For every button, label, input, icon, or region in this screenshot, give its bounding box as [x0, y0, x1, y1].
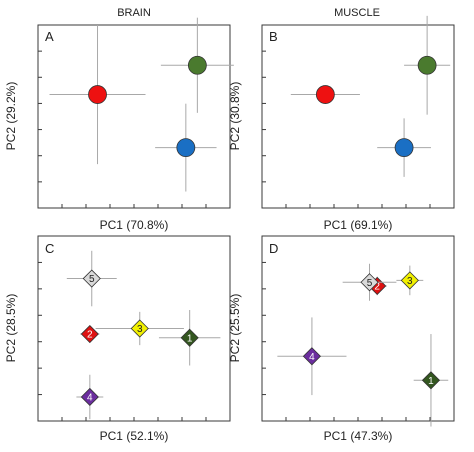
point-label: 1 [428, 376, 434, 387]
data-point: 5 [66, 250, 117, 307]
point-marker [82, 269, 101, 288]
panel-d-plot-area [261, 235, 455, 422]
point-label: 1 [187, 333, 193, 344]
point-marker [176, 138, 196, 158]
data-point: 3 [95, 311, 184, 346]
panel-b-x-axis-label: PC1 (69.1%) [324, 218, 393, 232]
point-marker [360, 273, 379, 292]
panel-a-axis-ticks [38, 50, 207, 208]
panel-a-points [49, 17, 234, 192]
panel-d-y-axis-label: PC2 (25.5%) [228, 294, 242, 363]
point-label: 5 [367, 278, 373, 289]
point-marker [400, 271, 419, 290]
panel-b-axis-ticks [262, 50, 431, 208]
point-label: 4 [87, 392, 93, 403]
point-marker [180, 328, 199, 347]
data-point [49, 25, 146, 165]
data-point: 1 [158, 310, 221, 366]
panel-c-x-axis-label: PC1 (52.1%) [100, 429, 169, 443]
point-label: 3 [137, 324, 143, 335]
point-marker [80, 324, 99, 344]
panel-c: 1 2 3 4 5 C PC1 (52.1%) PC2 (28.5%) [4, 235, 231, 443]
point-marker [80, 387, 99, 407]
point-label: 2 [87, 330, 93, 341]
data-point [290, 85, 360, 104]
data-point [404, 15, 451, 115]
panel-b-y-axis-label: PC2 (30.8%) [228, 82, 242, 151]
panel-a: A PC1 (70.8%) PC2 (29.2%) [4, 17, 234, 232]
data-point [155, 103, 217, 192]
panel-b-label: B [269, 29, 278, 44]
panel-d-points: 1 2 3 4 5 [277, 263, 449, 427]
point-marker [421, 371, 441, 390]
panel-d-x-axis-label: PC1 (47.3%) [324, 429, 393, 443]
data-point: 5 [342, 263, 397, 301]
data-point: 4 [277, 317, 347, 396]
point-label: 3 [407, 276, 413, 287]
panel-a-label: A [45, 29, 54, 44]
point-marker [315, 85, 335, 104]
point-label: 2 [374, 281, 380, 292]
point-marker [130, 319, 149, 338]
panel-a-x-axis-label: PC1 (70.8%) [100, 218, 169, 232]
point-marker [417, 55, 437, 75]
column-title-muscle: MUSCLE [334, 7, 380, 19]
point-marker [394, 138, 414, 158]
data-point: 2 [80, 324, 100, 344]
point-marker [88, 85, 107, 104]
point-marker [187, 55, 207, 75]
panel-b-points [290, 15, 451, 177]
point-label: 5 [89, 274, 95, 285]
data-point: 3 [396, 265, 424, 296]
point-label: 4 [309, 352, 315, 363]
panel-b: B PC1 (69.1%) PC2 (30.8%) [228, 15, 455, 232]
data-point: 1 [413, 334, 449, 427]
data-point [160, 17, 234, 113]
panel-d-label: D [269, 241, 278, 256]
panel-c-y-axis-label: PC2 (28.5%) [4, 294, 18, 363]
column-title-brain: BRAIN [117, 7, 151, 19]
panel-a-y-axis-label: PC2 (29.2%) [4, 82, 18, 151]
data-point [377, 118, 431, 177]
panel-a-plot-area [37, 24, 231, 209]
point-marker [302, 347, 321, 366]
panel-c-label: C [45, 241, 54, 256]
panel-d-axis-ticks [262, 261, 431, 421]
panel-c-points: 1 2 3 4 5 [66, 250, 221, 420]
panel-c-axis-ticks [38, 261, 207, 421]
panel-b-plot-area [261, 24, 455, 209]
panel-d: 1 2 3 4 5 D PC1 (47.3%) PC2 (25.5%) [228, 235, 455, 443]
data-point: 4 [76, 374, 104, 420]
